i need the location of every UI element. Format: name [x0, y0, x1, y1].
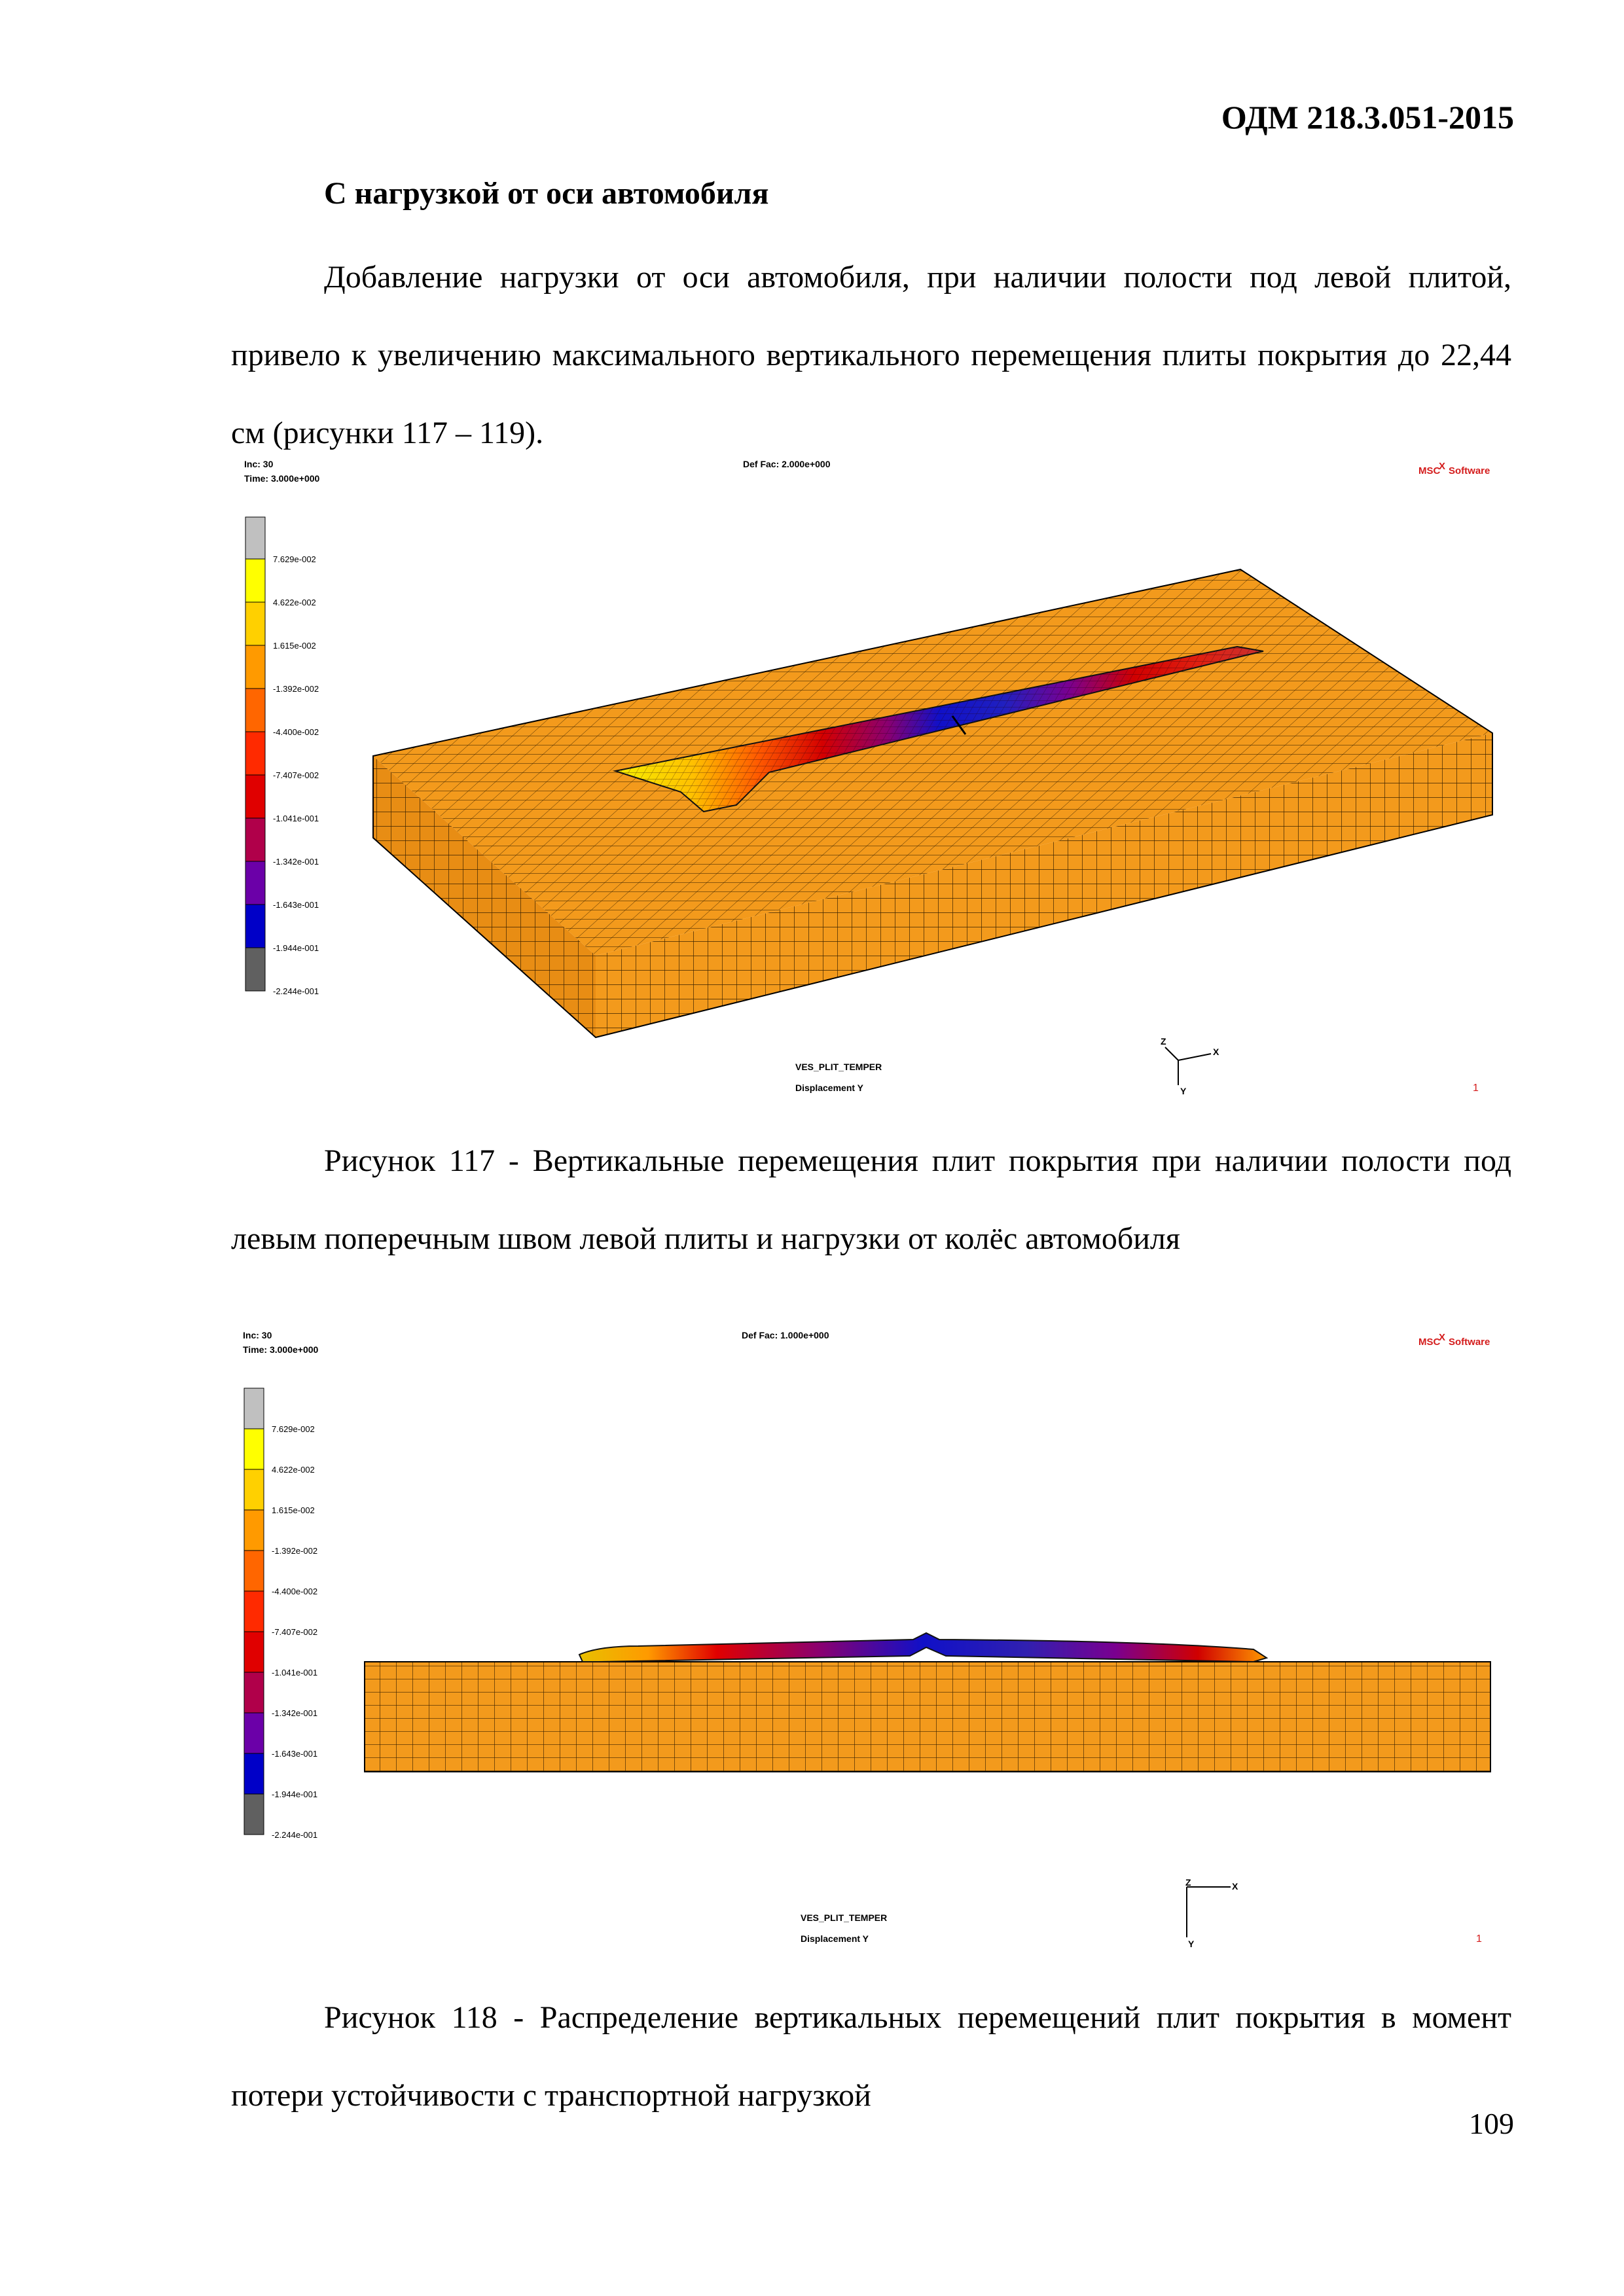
color-legend: 7.629e-002 4.622e-002 1.615e-002 -1.392e…: [244, 1388, 317, 1840]
inc-label: Inc: 30: [243, 1330, 272, 1340]
axis-z-label: Z: [1185, 1877, 1191, 1888]
model-name: VES_PLIT_TEMPER: [795, 1062, 882, 1072]
msc-logo-x-icon: X: [1439, 461, 1445, 472]
axis-triad: [1164, 1047, 1212, 1085]
legend-tick: -1.944e-001: [273, 943, 319, 953]
legend-tick: 1.615e-002: [272, 1505, 315, 1515]
legend-tick: -1.041e-001: [273, 814, 319, 823]
legend-tick: -1.392e-002: [273, 684, 319, 694]
legend-tick: -4.400e-002: [273, 727, 319, 737]
model-name: VES_PLIT_TEMPER: [801, 1912, 887, 1923]
inc-label: Inc: 30: [244, 459, 274, 469]
time-label: Time: 3.000e+000: [243, 1344, 319, 1355]
msc-logo-sub: Software: [1449, 465, 1490, 476]
fem-plot-side: Inc: 30 Time: 3.000e+000 Def Fac: 1.000e…: [243, 1330, 1491, 1949]
legend-tick: -2.244e-001: [272, 1830, 317, 1840]
def-fac-label: Def Fac: 2.000e+000: [743, 459, 831, 469]
legend-tick: 7.629e-002: [272, 1424, 315, 1434]
figure-117-caption: Рисунок 117 - Вертикальные перемещения п…: [231, 1143, 1511, 1256]
def-fac-label: Def Fac: 1.000e+000: [742, 1330, 829, 1340]
axis-x-label: X: [1232, 1881, 1238, 1892]
intro-paragraph: Добавление нагрузки от оси автомобиля, п…: [231, 260, 1511, 450]
section-heading: С нагрузкой от оси автомобиля: [324, 176, 769, 211]
legend-tick: -1.342e-001: [273, 857, 319, 867]
axis-z-label: Z: [1161, 1036, 1166, 1047]
legend-tick: 7.629e-002: [273, 554, 316, 564]
legend-tick: -1.041e-001: [272, 1668, 317, 1677]
quantity-label: Displacement Y: [795, 1083, 864, 1093]
legend-tick: 4.622e-002: [272, 1465, 315, 1475]
soil-block-side: [364, 1661, 1491, 1772]
legend-tick: -1.944e-001: [272, 1789, 317, 1799]
quantity-label: Displacement Y: [801, 1933, 869, 1944]
legend-tick: 1.615e-002: [273, 641, 316, 651]
document-code: ОДМ 218.3.051-2015: [1221, 99, 1514, 135]
legend-tick: -7.407e-002: [272, 1627, 317, 1637]
legend-tick: -1.643e-001: [272, 1749, 317, 1759]
msc-logo-sub: Software: [1449, 1336, 1490, 1348]
msc-logo: MSC: [1418, 1336, 1441, 1348]
msc-logo: MSC: [1418, 465, 1441, 476]
frame-number: 1: [1476, 1933, 1482, 1945]
legend-tick: -2.244e-001: [273, 986, 319, 996]
soil-block-3d: [372, 568, 1493, 1039]
axis-x-label: X: [1213, 1047, 1219, 1057]
legend-tick: -4.400e-002: [272, 1587, 317, 1596]
legend-tick: -7.407e-002: [273, 770, 319, 780]
figure-118: Inc: 30 Time: 3.000e+000 Def Fac: 1.000e…: [232, 1325, 1515, 1973]
legend-tick: -1.342e-001: [272, 1708, 317, 1718]
frame-number: 1: [1473, 1083, 1479, 1094]
page-number: 109: [1469, 2107, 1514, 2140]
figure-117: Inc: 30 Time: 3.000e+000 Def Fac: 2.000e…: [232, 452, 1515, 1106]
legend-tick: -1.392e-002: [272, 1546, 317, 1556]
figure-118-caption: Рисунок 118 - Распределение вертикальных…: [231, 2000, 1511, 2113]
fem-plot-3d: Inc: 30 Time: 3.000e+000 Def Fac: 2.000e…: [244, 459, 1493, 1096]
deformed-slab-profile: [578, 1632, 1269, 1663]
msc-logo-x-icon: X: [1439, 1332, 1445, 1343]
time-label: Time: 3.000e+000: [244, 473, 320, 484]
axis-y-label: Y: [1188, 1939, 1195, 1949]
legend-tick: -1.643e-001: [273, 900, 319, 910]
axis-y-label: Y: [1180, 1086, 1187, 1096]
legend-tick: 4.622e-002: [273, 598, 316, 607]
axis-triad: [1186, 1886, 1231, 1937]
deformed-slab: [613, 645, 1264, 813]
color-legend: 7.629e-002 4.622e-002 1.615e-002 -1.392e…: [245, 516, 319, 996]
